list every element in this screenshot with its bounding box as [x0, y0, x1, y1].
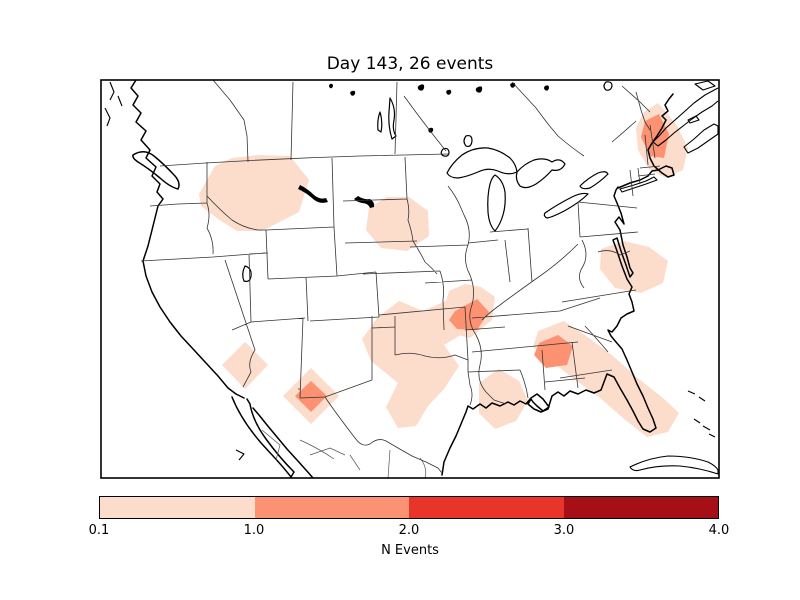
coastline-gulf-of-california	[252, 407, 315, 478]
long-island	[619, 176, 658, 193]
colorbar-segment-3	[563, 497, 718, 518]
lake-michigan	[487, 174, 506, 232]
patch-maine-core	[641, 114, 669, 158]
colorbar-segment-1	[254, 497, 409, 518]
coastline-pacific	[130, 80, 245, 399]
colorbar-tick-2.0: 2.0	[398, 523, 420, 538]
patch-virginia-coast	[600, 241, 668, 293]
anticosti-island	[694, 80, 716, 91]
cuba	[629, 455, 719, 475]
lake-huron	[515, 158, 566, 189]
colorbar-tick-3.0: 3.0	[553, 523, 575, 538]
patch-louisiana-coast	[479, 369, 528, 429]
great-salt-lake	[242, 265, 252, 283]
patch-washington-idaho-montana	[199, 155, 309, 231]
prince-edward-island	[687, 115, 700, 124]
lake-winnipeg	[388, 97, 397, 140]
colorbar-segment-2	[409, 497, 564, 518]
coastline-new-england	[617, 93, 675, 189]
lake-ontario	[579, 171, 609, 190]
colorbar-tick-4.0: 4.0	[708, 523, 730, 538]
border-us-states	[140, 120, 661, 406]
lake-nipigon	[463, 134, 473, 148]
event-density-patches	[199, 103, 688, 437]
patch-arizona-west	[222, 342, 268, 389]
coastline-nova-scotia	[683, 123, 719, 154]
patch-oklahoma-texas	[362, 299, 471, 428]
patch-new-mexico-core	[295, 381, 327, 412]
haida-gwaii-islands	[104, 81, 123, 127]
lac-st-jean	[603, 81, 613, 91]
plot-title: Day 143, 26 events	[326, 54, 494, 74]
coastline-baja	[231, 396, 295, 478]
montana-river-lakes	[298, 185, 375, 208]
mexico-coast-inlet	[235, 449, 245, 461]
small-canadian-lakes	[329, 82, 549, 133]
lake-superior	[446, 147, 518, 179]
patch-dakota-nebraska-iowa	[366, 197, 429, 251]
colorbar-tick-1.0: 1.0	[243, 523, 265, 538]
lake-erie	[543, 192, 589, 219]
vancouver-island	[132, 151, 180, 190]
colorbar-segment-0	[100, 497, 255, 518]
colorbar-ticks: 0.1 1.0 2.0 3.0 4.0	[89, 523, 730, 539]
bahamas-islands	[687, 390, 716, 438]
coastline-st-lawrence	[652, 87, 719, 147]
border-us-canada-49th	[159, 153, 449, 167]
colorbar-label: N Events	[381, 543, 439, 558]
patch-arkansas-core	[449, 299, 489, 330]
lake-manitoba	[377, 111, 383, 133]
colorbar-tick-0.1: 0.1	[88, 523, 110, 538]
border-mexico-states	[261, 429, 427, 478]
border-canadian-provinces	[212, 80, 651, 163]
border-rio-grande	[324, 396, 443, 474]
coastline-gulf-atlantic	[441, 186, 657, 476]
colorbar	[99, 496, 719, 519]
map-frame	[100, 79, 720, 479]
